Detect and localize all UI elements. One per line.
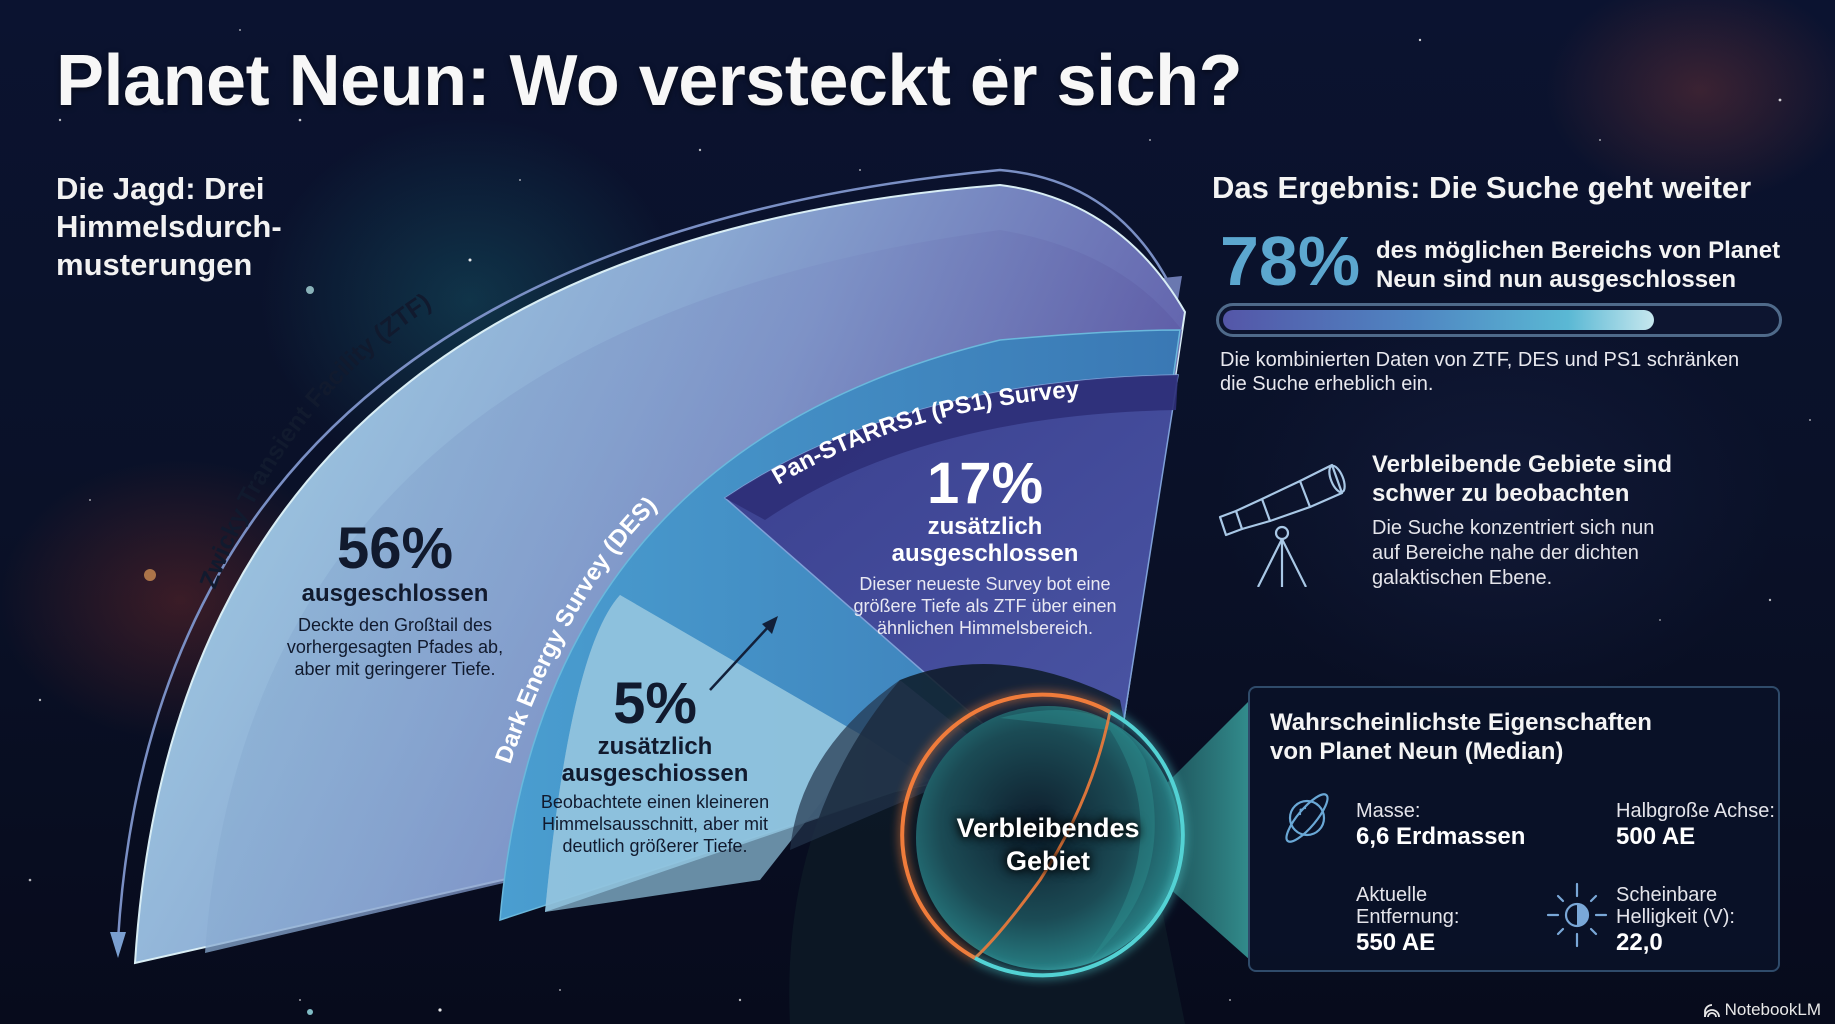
ps1-stats: 17% zusätzlich ausgeschlossen Dieser neu… xyxy=(840,455,1130,639)
ztf-stats: 56% ausgeschlossen Deckte den Großtail d… xyxy=(260,520,530,680)
property-label: Aktuelle xyxy=(1356,884,1428,906)
observation-text-line: Die Suche konzentriert sich nun xyxy=(1372,517,1655,539)
property-distance: Aktuelle Entfernung: 550 AE xyxy=(1356,884,1459,958)
arrow-down-icon xyxy=(110,932,126,958)
excluded-percent: 78% xyxy=(1220,222,1361,300)
property-value: 550 AE xyxy=(1356,929,1436,956)
des-percent: 5% xyxy=(613,671,697,736)
card-title-line: Wahrscheinlichste Eigenschaften xyxy=(1270,709,1652,736)
ztf-percent: 56% xyxy=(336,516,454,581)
property-label: Scheinbare xyxy=(1616,884,1718,906)
ztf-subtitle: ausgeschlossen xyxy=(301,580,489,607)
card-title-line: von Planet Neun (Median) xyxy=(1270,738,1564,765)
des-subtitle-line: ausgeschiossen xyxy=(561,760,749,787)
statement-line: des möglichen Bereichs von Planet xyxy=(1376,237,1781,264)
remaining-area-planet xyxy=(900,692,1185,978)
observation-text-line: galaktischen Ebene. xyxy=(1372,567,1553,589)
notebooklm-logo-icon xyxy=(1703,1004,1720,1017)
ztf-desc-line: aber mit geringerer Tiefe. xyxy=(294,659,496,679)
planet-ring-icon xyxy=(1285,793,1329,843)
observation-title-line: schwer zu beobachten xyxy=(1372,480,1630,507)
des-desc-line: deutlich größerer Tiefe. xyxy=(562,836,748,856)
excluded-statement: des möglichen Bereichs von Planet Neun s… xyxy=(1376,236,1796,294)
statement-line: Neun sind nun ausgeschlossen xyxy=(1376,266,1737,293)
property-label: Masse: xyxy=(1356,800,1421,822)
heading-line: Die Jagd: Drei xyxy=(56,171,265,206)
ps1-desc-line: größere Tiefe als ZTF über einen xyxy=(853,596,1117,616)
notebooklm-brand: NotebookLM xyxy=(1703,1000,1821,1020)
ps1-percent: 17% xyxy=(926,451,1044,516)
ztf-desc-line: vorhergesagten Pfades ab, xyxy=(286,637,504,657)
caption-line: Die kombinierten Daten von ZTF, DES und … xyxy=(1220,349,1740,371)
card-connector xyxy=(1160,700,1250,960)
observation-title: Verbleibende Gebiete sind schwer zu beob… xyxy=(1372,450,1732,508)
excluded-progress-bar xyxy=(1216,303,1782,337)
remaining-area-line: Verbleibendes xyxy=(956,813,1140,843)
property-value: 22,0 xyxy=(1616,929,1663,956)
ps1-subtitle-line: ausgeschlossen xyxy=(891,540,1079,567)
remaining-area-line: Gebiet xyxy=(1005,846,1091,876)
ps1-desc-line: ähnlichen Himmelsbereich. xyxy=(876,618,1094,638)
properties-card: Wahrscheinlichste Eigenschaften von Plan… xyxy=(1248,686,1780,972)
arrow-icon xyxy=(709,624,771,691)
ps1-desc-line: Dieser neueste Survey bot eine xyxy=(859,574,1111,594)
des-desc-line: Himmelsausschnitt, aber mit xyxy=(541,814,769,834)
observation-text: Die Suche konzentriert sich nun auf Bere… xyxy=(1372,516,1732,591)
des-stats: 5% zusätzlich ausgeschiossen Beobachtete… xyxy=(525,675,785,857)
telescope-icon xyxy=(1218,463,1346,587)
property-label: Halbgroße Achse: xyxy=(1616,800,1775,822)
ztf-desc-line: Deckte den Großtail des xyxy=(297,615,493,635)
observation-text-line: auf Bereiche nahe der dichten xyxy=(1372,542,1639,564)
observation-title-line: Verbleibende Gebiete sind xyxy=(1372,451,1673,478)
brand-name: NotebookLM xyxy=(1724,1000,1821,1019)
caption-line: die Suche erheblich ein. xyxy=(1220,373,1434,395)
brightness-icon xyxy=(1546,882,1608,948)
property-semi-major-axis: Halbgroße Achse: 500 AE xyxy=(1616,800,1775,852)
remaining-area-label: Verbleibendes Gebiet xyxy=(948,812,1148,878)
heading-line: Himmelsdurch- xyxy=(56,209,282,244)
property-brightness: Scheinbare Helligkeit (V): 22,0 xyxy=(1616,884,1735,958)
property-label: Helligkeit (V): xyxy=(1616,906,1735,928)
properties-card-title: Wahrscheinlichste Eigenschaften von Plan… xyxy=(1270,708,1750,766)
des-desc-line: Beobachtete einen kleineren xyxy=(540,792,770,812)
property-label: Entfernung: xyxy=(1356,906,1460,928)
section-heading-result: Das Ergebnis: Die Suche geht weiter xyxy=(1212,170,1752,205)
outer-guide-arc xyxy=(116,168,1177,941)
heading-line: musterungen xyxy=(56,247,253,282)
property-mass: Masse: 6,6 Erdmassen xyxy=(1356,800,1525,852)
page-title: Planet Neun: Wo versteckt er sich? xyxy=(56,41,1243,121)
arrow-right-icon xyxy=(1163,276,1182,300)
des-subtitle-line: zusätzlich xyxy=(597,733,713,760)
progress-fill xyxy=(1223,310,1654,330)
progress-caption: Die kombinierten Daten von ZTF, DES und … xyxy=(1220,348,1780,396)
property-value: 500 AE xyxy=(1616,823,1696,850)
ps1-subtitle-line: zusätzlich xyxy=(927,513,1043,540)
property-value: 6,6 Erdmassen xyxy=(1356,823,1526,850)
section-heading-hunt: Die Jagd: Drei Himmelsdurch- musterungen xyxy=(56,170,356,284)
